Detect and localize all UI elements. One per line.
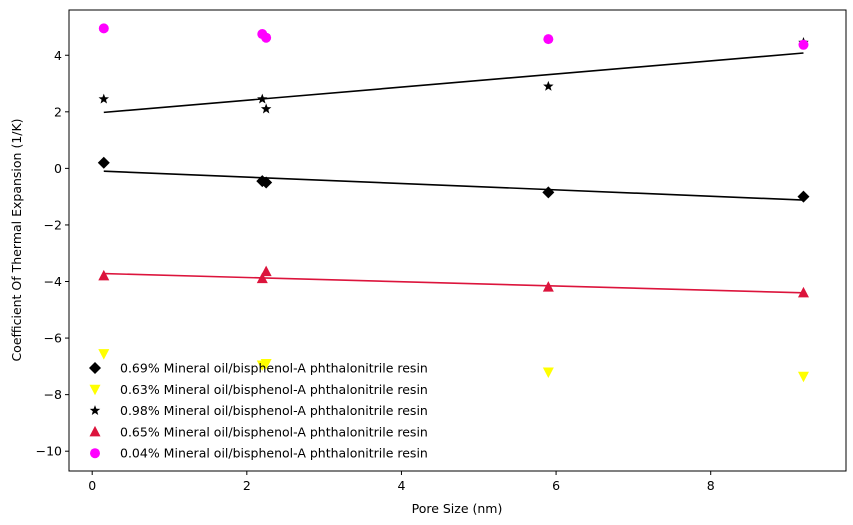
data-point-triangle-down bbox=[98, 349, 110, 360]
data-point-triangle-down bbox=[797, 371, 809, 383]
plot-area bbox=[69, 10, 846, 471]
data-point-star bbox=[543, 80, 554, 91]
x-tick-label: 8 bbox=[707, 478, 715, 493]
legend: 0.69% Mineral oil/bisphenol-A phthalonit… bbox=[89, 361, 428, 461]
data-point-star bbox=[260, 103, 272, 114]
legend-label: 0.04% Mineral oil/bisphenol-A phthalonit… bbox=[120, 446, 428, 461]
fit-line bbox=[103, 272, 804, 294]
data-point-triangle-down bbox=[260, 359, 272, 370]
data-point-triangle-up bbox=[260, 265, 272, 277]
data-point-triangle-up bbox=[797, 286, 809, 298]
y-tick-label: −6 bbox=[44, 331, 62, 346]
data-point-diamond bbox=[97, 156, 110, 169]
data-point-circle bbox=[98, 23, 109, 34]
legend-marker bbox=[89, 384, 101, 396]
data-point-star bbox=[257, 93, 268, 104]
y-tick-label: −8 bbox=[44, 387, 62, 402]
data-point-triangle-up bbox=[542, 281, 554, 292]
legend-marker bbox=[89, 362, 101, 374]
y-tick-label: 4 bbox=[54, 48, 62, 63]
legend-label: 0.98% Mineral oil/bisphenol-A phthalonit… bbox=[120, 403, 428, 418]
y-tick-label: −2 bbox=[44, 217, 62, 232]
legend-marker bbox=[89, 405, 101, 416]
data-point-diamond bbox=[542, 186, 555, 199]
y-tick-label: 2 bbox=[54, 104, 62, 119]
x-tick-label: 4 bbox=[397, 478, 405, 493]
data-point-triangle-down bbox=[542, 367, 554, 379]
fit-line bbox=[103, 52, 804, 114]
y-tick-label: 0 bbox=[54, 161, 62, 176]
y-tick-label: −4 bbox=[44, 274, 62, 289]
fit-line bbox=[103, 170, 804, 201]
data-point-star bbox=[98, 93, 110, 104]
data-point-triangle-up bbox=[98, 269, 110, 281]
x-axis-label: Pore Size (nm) bbox=[412, 501, 503, 516]
data-point-triangle-up bbox=[256, 272, 268, 284]
legend-label: 0.63% Mineral oil/bisphenol-A phthalonit… bbox=[120, 382, 428, 397]
x-tick-label: 0 bbox=[88, 478, 96, 493]
legend-label: 0.69% Mineral oil/bisphenol-A phthalonit… bbox=[120, 361, 428, 376]
x-tick-label: 6 bbox=[552, 478, 560, 493]
y-axis-label: Coefficient Of Thermal Expansion (1/K) bbox=[9, 118, 24, 361]
x-axis-ticks: 0 2 4 6 8 bbox=[88, 471, 715, 493]
data-markers bbox=[97, 23, 810, 383]
data-point-circle bbox=[261, 32, 272, 43]
x-tick-label: 2 bbox=[243, 478, 251, 493]
data-point-circle bbox=[798, 39, 809, 50]
legend-marker bbox=[89, 425, 101, 437]
y-tick-label: −10 bbox=[36, 444, 62, 459]
data-point-diamond bbox=[797, 190, 810, 203]
plot-frame bbox=[68, 9, 847, 472]
legend-label: 0.65% Mineral oil/bisphenol-A phthalonit… bbox=[120, 424, 428, 439]
legend-marker bbox=[90, 448, 100, 459]
y-axis-ticks: −10 −8 −6 −4 −2 0 2 4 bbox=[36, 48, 69, 459]
fit-lines bbox=[103, 52, 804, 294]
data-point-circle bbox=[543, 34, 554, 45]
data-point-diamond bbox=[260, 176, 273, 189]
